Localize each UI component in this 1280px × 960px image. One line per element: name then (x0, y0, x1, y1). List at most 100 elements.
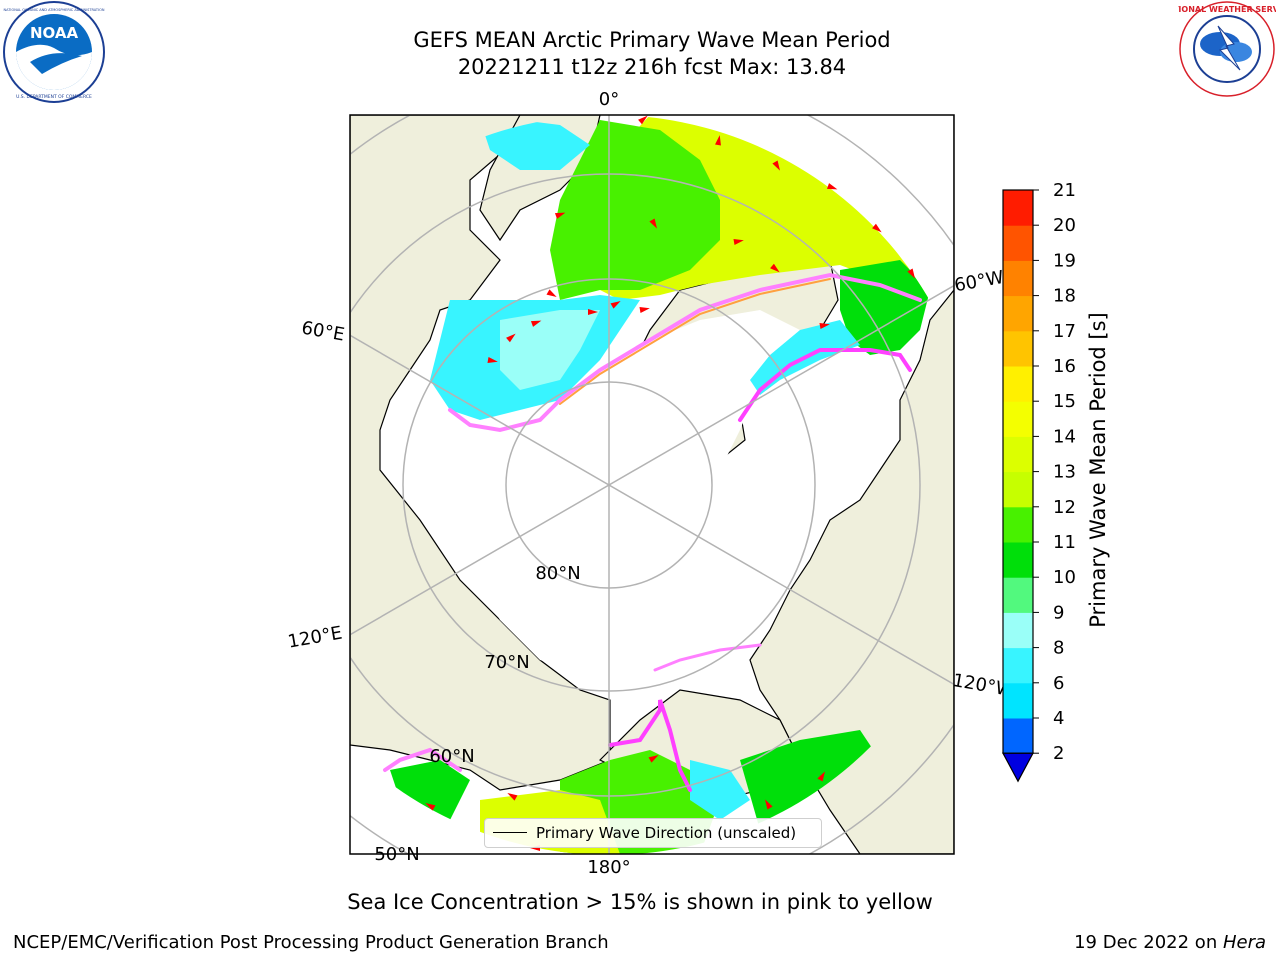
colorbar-tick-label: 16 (1053, 356, 1076, 377)
footer-date-text: 19 Dec 2022 on (1074, 932, 1223, 953)
wave-direction-arrow (554, 212, 566, 219)
wave-direction-arrow (649, 218, 657, 229)
graticule (350, 115, 954, 854)
wave-field-barents-core (500, 310, 600, 390)
colorbar-segment (1003, 718, 1033, 754)
colorbar-tick-label: 10 (1053, 567, 1076, 588)
colorbar-segment (1003, 295, 1033, 332)
chart-subtitle: 20221211 t12z 216h fcst Max: 13.84 (457, 55, 847, 79)
noaa-logo: NOAA NATIONAL OCEANIC AND ATMOSPHERIC AD… (3, 1, 105, 103)
wave-direction-arrow (507, 793, 518, 801)
wave-direction-arrow (588, 309, 598, 315)
colorbar-tick-label: 18 (1053, 286, 1076, 307)
wave-field-labrador (840, 260, 930, 355)
colorbar-segment (1003, 647, 1033, 684)
wave-field-aleutian (690, 760, 750, 820)
wave-direction-arrow (648, 755, 659, 763)
colorbar-segment (1003, 260, 1033, 297)
wave-direction-arrow (487, 357, 498, 363)
map-caption: Sea Ice Concentration > 15% is shown in … (347, 890, 933, 914)
lon-label-120e: 120°E (286, 622, 344, 652)
wave-direction-arrow (638, 115, 648, 125)
colorbar-segment (1003, 612, 1033, 649)
map-legend: Primary Wave Direction (unscaled) (484, 818, 822, 848)
wave-field-white-sea (480, 120, 590, 170)
colorbar-tick-label: 6 (1053, 673, 1064, 694)
colorbar-segment (1003, 190, 1033, 226)
ice-edge-baffin (738, 348, 912, 422)
wave-direction-arrow (907, 268, 915, 279)
colorbar-segment (1003, 436, 1033, 473)
ice-edge-barents (448, 398, 562, 433)
colorbar-tick-label: 17 (1053, 321, 1076, 342)
colorbar-tick-label: 19 (1053, 250, 1076, 271)
wave-field-greenland-sea-core (550, 120, 720, 300)
colorbar-tick-label: 12 (1053, 497, 1076, 518)
land-north-america (749, 115, 954, 854)
nws-logo: NATIONAL WEATHER SERVICE (1178, 1, 1276, 97)
wave-direction-arrows (425, 115, 915, 851)
colorbar-tick-label: 13 (1053, 462, 1076, 483)
colorbar-tick-label: 2 (1053, 743, 1064, 764)
colorbar-extend-arrow (1001, 752, 1035, 783)
lat-label-60n: 60°N (429, 746, 474, 767)
colorbar-segment (1003, 577, 1033, 613)
colorbar-tick-label: 21 (1053, 180, 1076, 201)
wave-direction-arrow (715, 135, 721, 146)
wave-direction-arrow (765, 799, 773, 810)
wave-direction-arrow (872, 223, 882, 233)
noaa-logo-ring-bottom: U.S. DEPARTMENT OF COMMERCE (16, 94, 92, 100)
footer-host: Hera (1222, 932, 1266, 953)
sea-ice-region (460, 310, 800, 680)
chart-title: GEFS MEAN Arctic Primary Wave Mean Perio… (413, 28, 891, 52)
lon-label-60e: 60°E (300, 317, 346, 345)
ice-edge-atlantic-outer (559, 278, 831, 405)
wave-direction-arrow (530, 320, 542, 327)
colorbar-segment (1003, 542, 1033, 578)
lon-label-0: 0° (599, 89, 619, 110)
colorbar-tick-label: 8 (1053, 638, 1064, 659)
colorbar: 2 4 6 8 9 10 11 12 13 14 15 16 17 18 19 20 21 (1001, 180, 1076, 783)
land-eurasia-west (350, 115, 611, 791)
noaa-logo-text: NOAA (30, 24, 79, 42)
colorbar-tick-label: 20 (1053, 215, 1076, 236)
colorbar-label: Primary Wave Mean Period [s] (1086, 312, 1110, 628)
colorbar-tick-label: 9 (1053, 602, 1064, 623)
lat-label-70n: 70°N (484, 652, 529, 673)
meridian-120 (350, 284, 954, 636)
lon-label-180: 180° (587, 857, 630, 878)
colorbar-tick-label: 11 (1053, 532, 1076, 553)
lat-label-80n: 80°N (535, 563, 580, 584)
colorbar-segment (1003, 401, 1033, 437)
lightning-bolt-icon (1217, 25, 1241, 71)
lat-label-50n: 50°N (374, 844, 419, 865)
ice-edge-okhotsk (383, 747, 462, 772)
wave-direction-arrow (817, 771, 825, 782)
colorbar-tick-label: 14 (1053, 426, 1076, 447)
wave-direction-arrow (819, 323, 830, 329)
legend-line-symbol (493, 832, 527, 833)
colorbar-segment (1003, 682, 1033, 719)
wave-direction-arrow (506, 333, 516, 343)
wave-direction-arrow (639, 307, 650, 313)
wave-direction-arrow (425, 803, 436, 811)
wave-direction-arrow (733, 239, 744, 245)
wave-direction-arrow (610, 301, 621, 309)
colorbar-segment (1003, 471, 1033, 508)
colorbar-segment (1003, 366, 1033, 402)
colorbar-segment (1003, 330, 1033, 367)
footer-date: 19 Dec 2022 on Hera (1074, 932, 1266, 953)
ice-edge-chukchi (653, 643, 762, 672)
wave-direction-arrow (770, 263, 780, 273)
wave-direction-arrow (772, 160, 780, 171)
footer-credit: NCEP/EMC/Verification Post Processing Pr… (13, 932, 609, 953)
colorbar-tick-label: 4 (1053, 708, 1064, 729)
map-frame (349, 114, 955, 855)
noaa-logo-ring-top: NATIONAL OCEANIC AND ATMOSPHERIC ADMINIS… (4, 8, 105, 12)
colorbar-segment (1003, 506, 1033, 543)
wave-direction-arrow (826, 183, 838, 190)
legend-label: Primary Wave Direction (unscaled) (536, 824, 797, 842)
wave-direction-arrow (546, 289, 557, 297)
ice-edge-bering (608, 699, 692, 792)
